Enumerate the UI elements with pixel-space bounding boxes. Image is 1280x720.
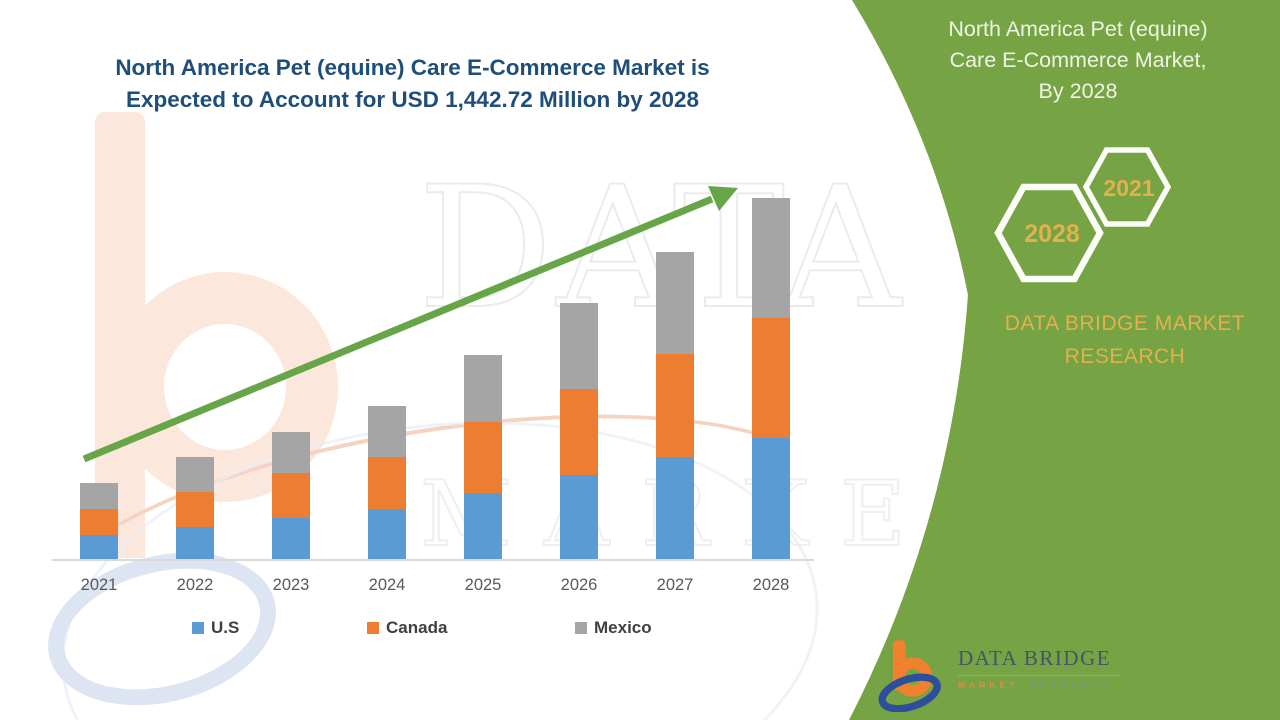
- legend-item-us: U.S: [192, 618, 239, 638]
- bar-2026-mexico: [560, 303, 598, 389]
- legend-swatch-icon: [575, 622, 587, 634]
- x-axis-label-2026: 2026: [560, 576, 598, 594]
- company-logo-name: DATA BRIDGE: [958, 646, 1112, 670]
- x-axis-label-2024: 2024: [368, 576, 406, 594]
- bar-2027-us: [656, 456, 694, 559]
- bar-2028-us: [752, 438, 790, 559]
- x-axis-label-2023: 2023: [272, 576, 310, 594]
- legend-label: U.S: [211, 618, 240, 637]
- x-axis-label-2021: 2021: [80, 576, 118, 594]
- tagline-market: MARKET: [958, 680, 1019, 690]
- legend-item-canada: Canada: [367, 618, 447, 638]
- bar-2025-us: [464, 493, 502, 559]
- legend-swatch-icon: [367, 622, 379, 634]
- bar-2021-canada: [80, 508, 118, 535]
- company-logo: DATA BRIDGE MARKET RESEARCH: [878, 638, 1178, 718]
- bar-2021-mexico: [80, 482, 118, 509]
- brand-name-line1: DATA BRIDGE MARKET: [1004, 312, 1246, 335]
- company-logo-divider: [958, 675, 1120, 676]
- bar-2023-canada: [272, 473, 310, 518]
- x-axis-label-2027: 2027: [656, 576, 694, 594]
- x-axis-label-2022: 2022: [176, 576, 214, 594]
- x-axis-label-2028: 2028: [752, 576, 790, 594]
- bar-2026-canada: [560, 389, 598, 475]
- brand-name-line2: RESEARCH: [1064, 345, 1186, 368]
- bar-2021-us: [80, 535, 118, 559]
- side-panel-title-line3: By 2028: [1038, 79, 1118, 103]
- side-panel-title-line1: North America Pet (equine): [948, 17, 1208, 41]
- bar-2023-us: [272, 517, 310, 559]
- company-logo-text: DATA BRIDGE MARKET RESEARCH: [958, 638, 1120, 718]
- legend-swatch-icon: [192, 622, 204, 634]
- bar-2023-mexico: [272, 432, 310, 474]
- chart-title: North America Pet (equine) Care E-Commer…: [55, 52, 770, 116]
- legend-item-mexico: Mexico: [575, 618, 652, 638]
- side-panel-title: North America Pet (equine) Care E-Commer…: [900, 14, 1256, 107]
- legend-label: Canada: [386, 618, 448, 637]
- hexagon-year-2021: 2021: [1103, 175, 1155, 201]
- company-logo-tagline: MARKET RESEARCH: [958, 680, 1120, 690]
- bar-2024-us: [368, 509, 406, 559]
- brand-name: DATA BRIDGE MARKET RESEARCH: [955, 307, 1280, 373]
- chart-title-line1: North America Pet (equine) Care E-Commer…: [115, 55, 710, 80]
- bar-2028-mexico: [752, 198, 790, 318]
- side-panel-title-line2: Care E-Commerce Market,: [949, 48, 1207, 72]
- chart-title-line2: Expected to Account for USD 1,442.72 Mil…: [125, 87, 700, 112]
- bar-2024-mexico: [368, 406, 406, 457]
- bar-2025-mexico: [464, 355, 502, 423]
- bar-2026-us: [560, 474, 598, 559]
- legend-label: Mexico: [594, 618, 652, 637]
- hexagon-year-2028: 2028: [1024, 220, 1080, 248]
- x-axis-line: [52, 559, 814, 561]
- bar-2022-us: [176, 527, 214, 559]
- bar-2025-canada: [464, 422, 502, 494]
- tagline-research: RESEARCH: [1030, 680, 1111, 690]
- company-logo-icon: [878, 640, 941, 712]
- bar-2022-mexico: [176, 456, 214, 492]
- bar-2027-canada: [656, 354, 694, 457]
- bar-2028-canada: [752, 317, 790, 439]
- bar-2027-mexico: [656, 251, 694, 355]
- x-axis-label-2025: 2025: [464, 576, 502, 594]
- bar-2022-canada: [176, 491, 214, 527]
- bar-2024-canada: [368, 457, 406, 509]
- watermark-text-line2: MARKET RESEARCH: [419, 461, 1280, 568]
